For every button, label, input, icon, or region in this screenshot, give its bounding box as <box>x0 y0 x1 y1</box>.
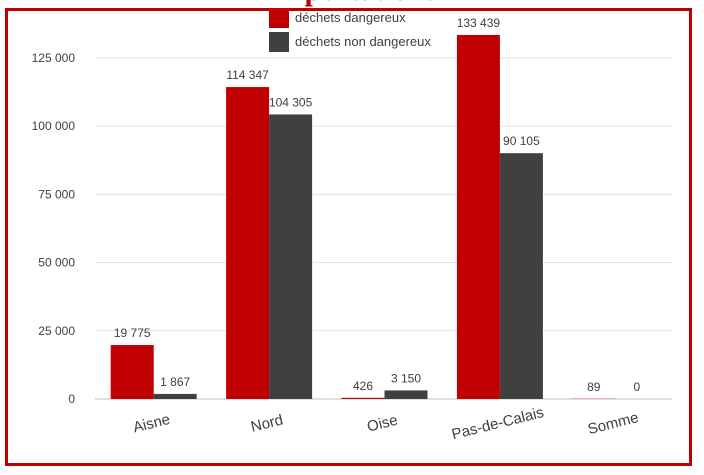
category-label: Pas-de-Calais <box>450 404 546 443</box>
y-axis-ticks: 0 25 000 50 000 75 000 100 000 125 000 <box>32 51 76 406</box>
data-label: 90 105 <box>503 134 540 148</box>
data-label: 104 305 <box>269 95 313 109</box>
legend-swatch <box>269 8 289 28</box>
y-tick-label: 125 000 <box>32 51 76 65</box>
data-label: 19 775 <box>114 326 151 340</box>
legend-label: déchets dangereux <box>295 10 406 25</box>
legend-label: déchets non dangereux <box>295 34 431 49</box>
bar-dangerous-nord <box>226 87 269 399</box>
data-label: 3 150 <box>391 371 421 385</box>
legend-swatch <box>269 32 289 52</box>
category-label: Nord <box>249 411 285 435</box>
bar-non-dangerous-pas-de-calais <box>500 153 543 399</box>
legend: déchets dangereux déchets non dangereux <box>269 8 431 52</box>
gridlines <box>95 58 672 399</box>
data-label: 0 <box>633 380 640 394</box>
y-tick-label: 75 000 <box>38 187 75 201</box>
bar-dangerous-oise <box>342 398 385 399</box>
data-label: 89 <box>587 380 601 394</box>
data-label: 1 867 <box>160 375 190 389</box>
data-label: 133 439 <box>457 16 501 30</box>
bar-dangerous-pas-de-calais <box>457 35 500 399</box>
x-axis-categories: Aisne Nord Oise Pas-de-Calais Somme <box>131 404 640 443</box>
y-tick-label: 0 <box>68 392 75 406</box>
data-label: 114 347 <box>226 68 269 82</box>
bar-non-dangerous-oise <box>385 390 428 399</box>
category-label: Aisne <box>131 411 172 437</box>
bar-dangerous-aisne <box>111 345 154 399</box>
bars <box>111 35 616 399</box>
y-tick-label: 100 000 <box>32 119 76 133</box>
y-tick-label: 50 000 <box>38 256 75 270</box>
y-tick-label: 25 000 <box>38 324 75 338</box>
chart-title: Importations <box>0 0 704 8</box>
bar-non-dangerous-aisne <box>154 394 197 399</box>
category-label: Somme <box>586 409 640 438</box>
data-label: 426 <box>353 379 373 393</box>
bar-non-dangerous-nord <box>269 114 312 399</box>
category-label: Oise <box>365 412 399 436</box>
